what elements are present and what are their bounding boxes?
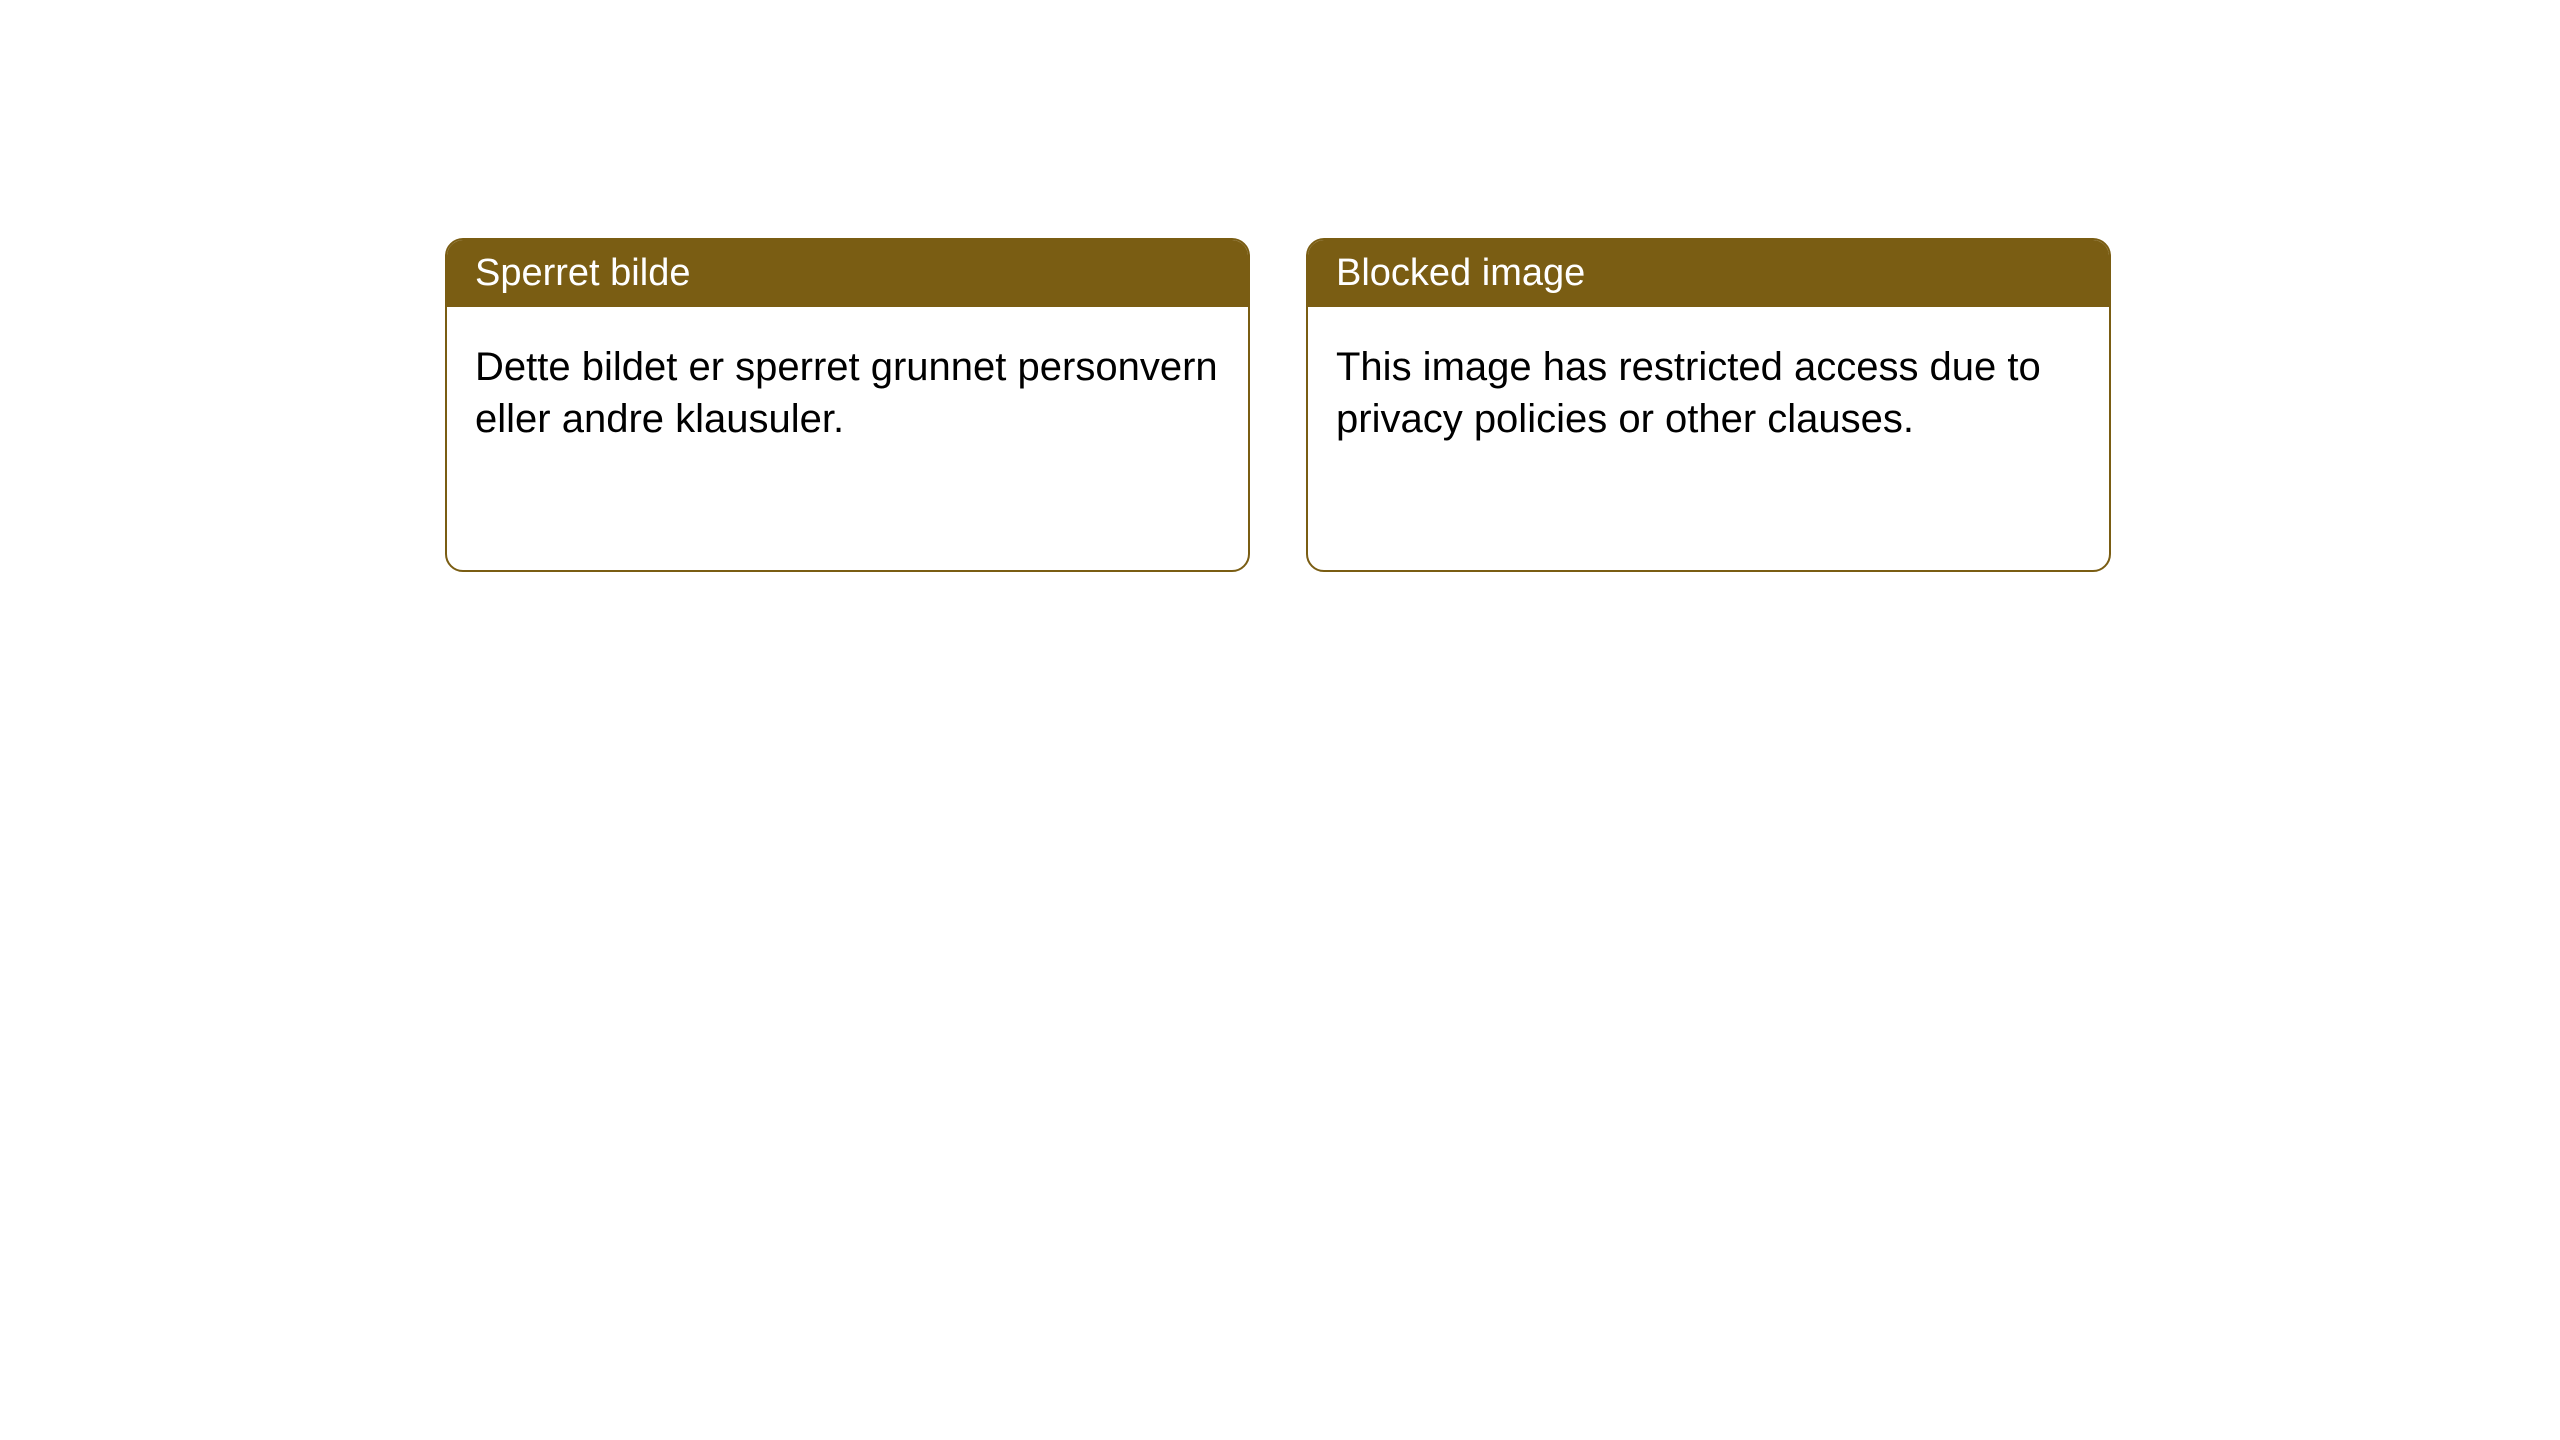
notice-card-english: Blocked image This image has restricted … [1306,238,2111,572]
notice-card-norwegian: Sperret bilde Dette bildet er sperret gr… [445,238,1250,572]
notice-body-english: This image has restricted access due to … [1308,307,2109,479]
notice-header-norwegian: Sperret bilde [447,240,1248,307]
notice-header-english: Blocked image [1308,240,2109,307]
notice-body-norwegian: Dette bildet er sperret grunnet personve… [447,307,1248,479]
notice-container: Sperret bilde Dette bildet er sperret gr… [445,238,2111,572]
